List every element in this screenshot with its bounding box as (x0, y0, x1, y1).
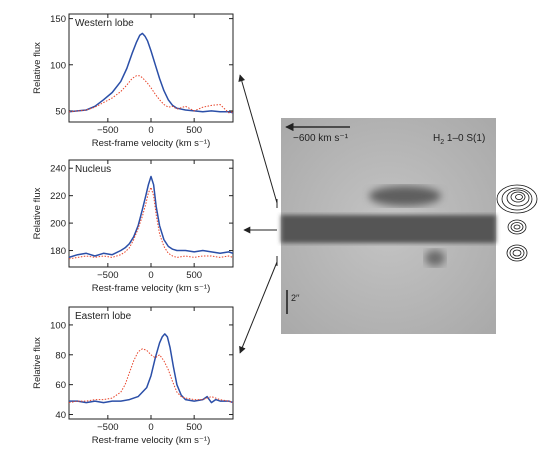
y-tick-label: 100 (50, 60, 66, 71)
scale-label: 2′′ (291, 293, 300, 303)
y-axis-label: Relative flux (32, 187, 43, 239)
panel-title: Nucleus (75, 164, 111, 175)
panel-title: Western lobe (75, 18, 134, 29)
panel-title: Eastern lobe (75, 311, 132, 322)
x-tick-label: −500 (97, 422, 118, 433)
x-tick-label: −500 (97, 125, 118, 136)
x-tick-label: 0 (148, 125, 153, 136)
velocity-label: −600 km s⁻¹ (293, 133, 349, 144)
solid-blue-series (68, 175, 234, 259)
y-tick-label: 220 (50, 191, 66, 202)
dotted-red-series (68, 186, 234, 260)
contour-inset (496, 184, 538, 262)
dotted-red-series (68, 75, 234, 114)
y-tick-label: 100 (50, 320, 66, 331)
h2-image: −600 km s⁻¹ H2 1–0 S(1) 2′′ (281, 118, 496, 334)
x-axis-label: Rest-frame velocity (km s⁻¹) (92, 138, 211, 149)
x-tick-label: 500 (186, 270, 202, 281)
x-tick-label: 500 (186, 125, 202, 136)
galaxy-disk (281, 215, 496, 243)
solid-blue-series (68, 32, 234, 114)
x-axis-label: Rest-frame velocity (km s⁻¹) (92, 283, 211, 294)
x-tick-label: −500 (97, 270, 118, 281)
y-tick-label: 200 (50, 219, 66, 230)
east-contours (506, 244, 528, 262)
western-lobe-blob (369, 186, 441, 206)
dotted-red-series (68, 348, 234, 404)
y-tick-label: 240 (50, 164, 66, 175)
y-axis-label: Relative flux (32, 42, 43, 94)
y-tick-label: 150 (50, 14, 66, 25)
west-contours (496, 184, 538, 214)
solid-blue-series (69, 333, 234, 404)
x-axis-label: Rest-frame velocity (km s⁻¹) (92, 435, 211, 446)
eastern-lobe-spectrum: −500 0 500 40 60 80 100 Eastern lobe Rest-frame … (32, 306, 234, 446)
line-label: H2 1–0 S(1) (433, 133, 485, 146)
y-tick-label: 180 (50, 246, 66, 257)
y-axis-label: Relative flux (32, 337, 43, 389)
y-tick-label: 40 (55, 410, 66, 421)
x-tick-label: 0 (148, 422, 153, 433)
connector-east-arrow (239, 261, 278, 354)
y-tick-label: 80 (55, 350, 66, 361)
nucleus-spectrum: −500 0 500 180 200 220 240 Nucleus Rest-frame ve… (32, 159, 234, 294)
y-tick-label: 60 (55, 380, 66, 391)
eastern-lobe-blob (425, 250, 445, 266)
nucleus-contours (507, 219, 527, 235)
connector-arrows (238, 74, 278, 354)
connector-west-arrow (238, 74, 278, 204)
x-tick-label: 0 (148, 270, 153, 281)
x-tick-label: 500 (186, 422, 202, 433)
y-tick-label: 50 (55, 106, 66, 117)
western-lobe-spectrum: −500 0 500 50 100 150 Western lobe Rest-frame v… (32, 13, 234, 149)
plot-frame (68, 306, 234, 420)
